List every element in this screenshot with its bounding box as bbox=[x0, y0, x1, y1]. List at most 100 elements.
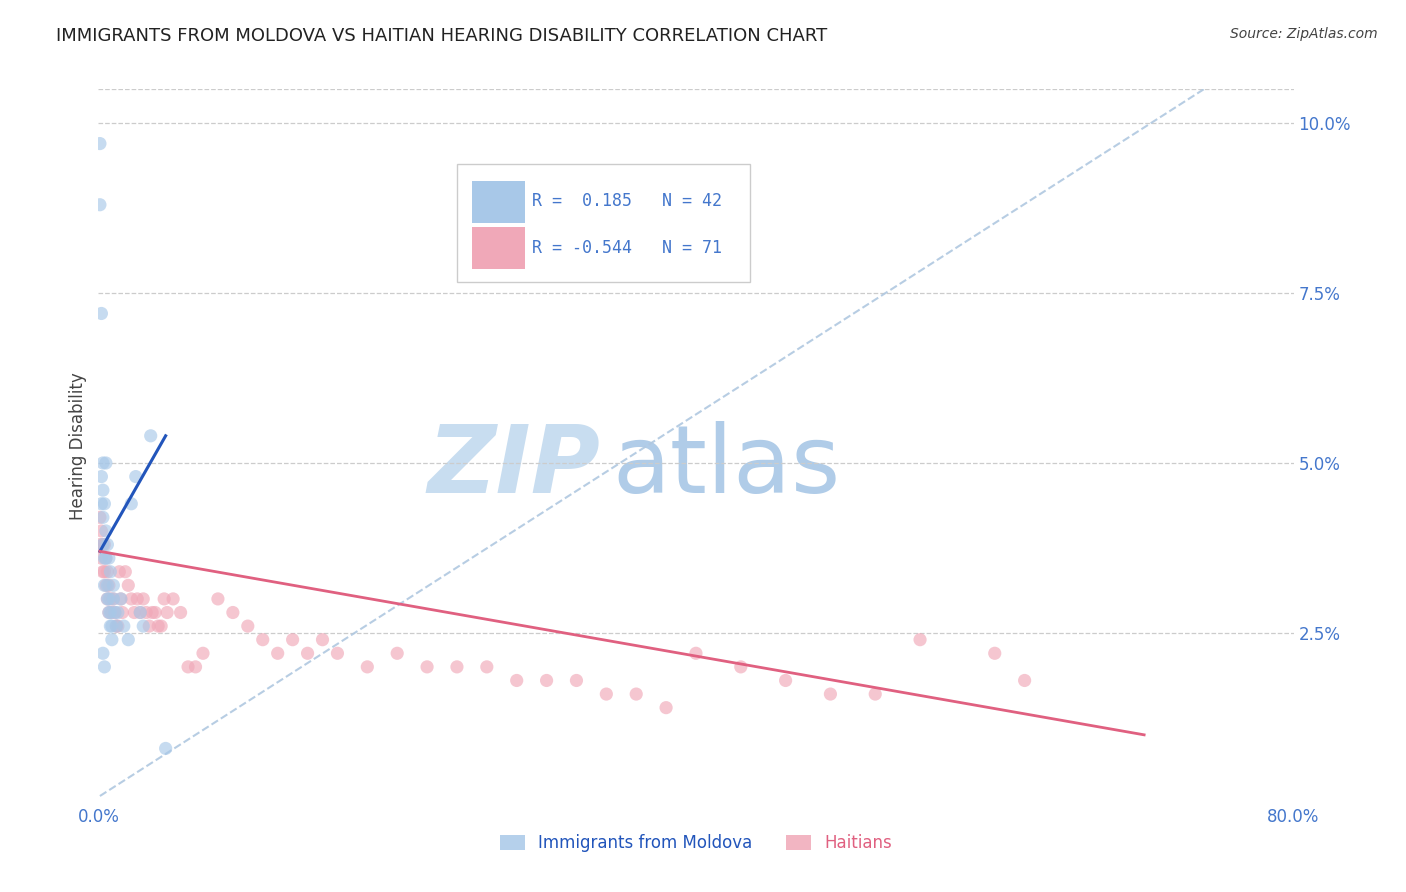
Point bbox=[595, 687, 617, 701]
Point bbox=[94, 551, 117, 566]
Text: IMMIGRANTS FROM MOLDOVA VS HAITIAN HEARING DISABILITY CORRELATION CHART: IMMIGRANTS FROM MOLDOVA VS HAITIAN HEARI… bbox=[56, 27, 828, 45]
Point bbox=[96, 578, 118, 592]
Point bbox=[252, 632, 274, 647]
Point bbox=[89, 510, 111, 524]
Point bbox=[655, 700, 678, 714]
Point bbox=[150, 619, 173, 633]
Point bbox=[93, 537, 115, 551]
Point bbox=[93, 551, 115, 566]
Point bbox=[90, 551, 112, 566]
Point bbox=[148, 619, 170, 633]
Point bbox=[91, 483, 114, 498]
Legend: Immigrants from Moldova, Haitians: Immigrants from Moldova, Haitians bbox=[494, 828, 898, 859]
Text: R =  0.185   N = 42: R = 0.185 N = 42 bbox=[533, 193, 723, 211]
Point bbox=[506, 673, 529, 688]
Point bbox=[267, 646, 290, 660]
Point bbox=[326, 646, 349, 660]
Point bbox=[120, 497, 142, 511]
Point bbox=[91, 456, 114, 470]
FancyBboxPatch shape bbox=[472, 180, 524, 223]
Point bbox=[96, 565, 118, 579]
Point bbox=[156, 606, 179, 620]
Point bbox=[112, 619, 135, 633]
Point bbox=[865, 687, 887, 701]
Point bbox=[94, 551, 117, 566]
Y-axis label: Hearing Disability: Hearing Disability bbox=[69, 372, 87, 520]
Point bbox=[281, 632, 304, 647]
Text: atlas: atlas bbox=[613, 421, 841, 514]
Point bbox=[96, 537, 118, 551]
Point bbox=[98, 591, 122, 606]
Point bbox=[91, 646, 114, 660]
Point bbox=[93, 565, 115, 579]
Point bbox=[96, 591, 118, 606]
Point bbox=[416, 660, 439, 674]
Point bbox=[90, 524, 112, 538]
Point bbox=[685, 646, 707, 660]
Point bbox=[89, 136, 111, 151]
Point bbox=[297, 646, 319, 660]
Point bbox=[98, 606, 122, 620]
Text: ZIP: ZIP bbox=[427, 421, 600, 514]
Point bbox=[138, 619, 160, 633]
Point bbox=[820, 687, 842, 701]
Point bbox=[93, 660, 115, 674]
Point bbox=[129, 606, 152, 620]
Point bbox=[90, 469, 112, 483]
Point bbox=[908, 632, 931, 647]
Point bbox=[207, 591, 229, 606]
Point bbox=[91, 510, 114, 524]
Point bbox=[626, 687, 648, 701]
Point bbox=[97, 591, 120, 606]
Point bbox=[105, 619, 128, 633]
Point bbox=[110, 591, 132, 606]
Point bbox=[94, 456, 117, 470]
Point bbox=[98, 565, 122, 579]
Point bbox=[124, 606, 146, 620]
Point bbox=[132, 591, 155, 606]
Point bbox=[125, 469, 148, 483]
Point bbox=[135, 606, 157, 620]
Point bbox=[385, 646, 409, 660]
Point bbox=[132, 619, 155, 633]
Point bbox=[475, 660, 498, 674]
Point bbox=[236, 619, 259, 633]
FancyBboxPatch shape bbox=[457, 164, 749, 282]
Point bbox=[356, 660, 378, 674]
Point bbox=[89, 198, 111, 212]
Point bbox=[103, 578, 125, 592]
Point bbox=[93, 578, 115, 592]
Point bbox=[153, 591, 176, 606]
Point bbox=[446, 660, 468, 674]
Point bbox=[141, 606, 163, 620]
Text: R = -0.544   N = 71: R = -0.544 N = 71 bbox=[533, 239, 723, 257]
Point bbox=[184, 660, 207, 674]
Text: Source: ZipAtlas.com: Source: ZipAtlas.com bbox=[1230, 27, 1378, 41]
Point bbox=[129, 606, 152, 620]
Point bbox=[111, 606, 134, 620]
Point bbox=[97, 551, 120, 566]
Point bbox=[103, 591, 125, 606]
Point bbox=[104, 606, 127, 620]
Point bbox=[97, 606, 120, 620]
Point bbox=[120, 591, 142, 606]
Point bbox=[114, 565, 136, 579]
Point bbox=[96, 591, 118, 606]
Point bbox=[127, 591, 149, 606]
Point bbox=[91, 537, 114, 551]
Point bbox=[177, 660, 200, 674]
Point bbox=[90, 306, 112, 320]
Point bbox=[565, 673, 588, 688]
Point bbox=[93, 497, 115, 511]
Point bbox=[1014, 673, 1036, 688]
Point bbox=[110, 591, 132, 606]
Point bbox=[107, 606, 129, 620]
Point bbox=[91, 565, 114, 579]
Point bbox=[91, 537, 114, 551]
Point bbox=[536, 673, 558, 688]
Point bbox=[169, 606, 191, 620]
Point bbox=[143, 606, 166, 620]
Point bbox=[101, 606, 124, 620]
Point bbox=[117, 578, 139, 592]
Point bbox=[101, 619, 124, 633]
